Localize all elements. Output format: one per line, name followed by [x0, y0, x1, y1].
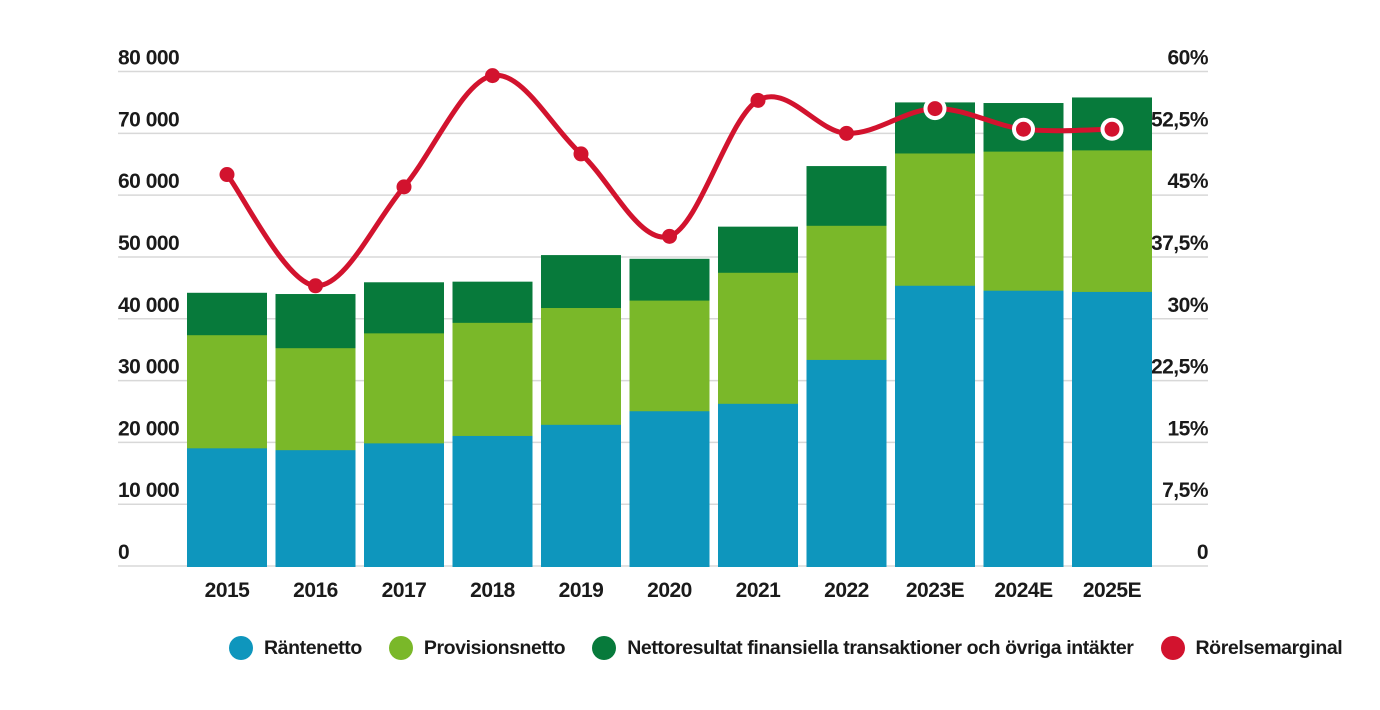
x-axis-label-2023E: 2023E [906, 579, 965, 602]
legend-label-rantenetto: Räntenetto [264, 636, 362, 659]
right-axis-tick-label: 60% [1167, 47, 1208, 70]
bar-segment-2-2017 [364, 282, 444, 334]
rorelsemarginal-point-2020 [662, 228, 677, 244]
bar-segment-1-2017 [364, 332, 444, 444]
rantenetto-dot-icon [229, 636, 253, 660]
rorelsemarginal-point-2025E [1104, 121, 1120, 137]
bar-segment-0-2022 [806, 358, 887, 567]
bar-segment-0-2018 [452, 434, 533, 567]
x-axis-label-2016: 2016 [293, 579, 338, 602]
right-axis-tick-label: 45% [1167, 170, 1208, 193]
left-axis-tick-label: 20 000 [118, 417, 179, 440]
bar-segment-2-2022 [806, 166, 887, 226]
rorelsemarginal-point-2024E [1016, 121, 1031, 137]
bar-segment-2-2021 [718, 226, 798, 273]
x-axis-label-2019: 2019 [559, 579, 604, 602]
x-axis-label-2021: 2021 [736, 579, 782, 602]
rorelsemarginal-point-2022 [839, 125, 854, 141]
bar-segment-0-2024E [983, 289, 1064, 567]
bar-segment-0-2021 [718, 402, 798, 567]
left-axis-tick-label: 10 000 [118, 479, 179, 502]
bar-segment-1-2019 [541, 307, 621, 425]
bar-segment-1-2021 [718, 271, 798, 404]
left-axis-tick-label: 50 000 [118, 232, 179, 255]
left-axis-tick-label: 30 000 [118, 356, 179, 379]
bar-segment-0-2016 [275, 449, 356, 567]
bar-segment-1-2020 [629, 299, 710, 412]
rorelsemarginal-point-2016 [308, 278, 323, 294]
bar-segment-0-2015 [187, 447, 267, 567]
bar-segment-2-2015 [187, 292, 267, 336]
legend-label-provisionsnetto: Provisionsnetto [423, 636, 566, 659]
bar-segment-1-2022 [806, 224, 887, 360]
left-axis-tick-label: 70 000 [118, 108, 179, 131]
legend-label-nettoresultat: Nettoresultat finansiella transaktioner … [627, 636, 1134, 659]
legend: Räntenetto Provisionsnetto Nettoresultat… [229, 634, 1343, 662]
x-axis-label-2017: 2017 [382, 579, 427, 602]
x-axis-label-2025E: 2025E [1083, 579, 1142, 602]
right-axis-tick-label: 52,5% [1151, 108, 1209, 131]
x-axis-label-2020: 2020 [647, 579, 692, 602]
left-axis-tick-label: 60 000 [118, 170, 179, 193]
legend-label-rorelsemarginal: Rörelsemarginal [1195, 636, 1343, 659]
x-axis-label-2024E: 2024E [994, 579, 1053, 602]
bar-segment-2-2016 [275, 294, 356, 349]
bar-segment-0-2017 [364, 442, 444, 567]
bar-segment-1-2023E [895, 152, 975, 286]
legend-item-nettoresultat: Nettoresultat finansiella transaktioner … [592, 636, 1134, 660]
bar-segment-0-2023E [895, 284, 975, 567]
legend-item-rantenetto: Räntenetto [229, 636, 362, 660]
left-axis-tick-label: 80 000 [118, 47, 179, 70]
bar-segment-0-2020 [629, 410, 710, 567]
bar-segment-0-2019 [541, 423, 621, 567]
legend-item-provisionsnetto: Provisionsnetto [388, 636, 566, 660]
right-axis-tick-label: 15% [1167, 417, 1208, 440]
left-axis-tick-label: 0 [118, 541, 129, 564]
rorelsemarginal-line [225, 72, 1113, 289]
nettoresultat-dot-icon [592, 636, 617, 660]
x-axis-label-2022: 2022 [824, 579, 869, 602]
right-axis-tick-label: 22,5% [1151, 356, 1209, 379]
rorelsemarginal-point-2019 [573, 146, 589, 162]
x-axis-label-2018: 2018 [470, 579, 516, 602]
right-axis-tick-label: 0 [1197, 541, 1208, 564]
provisionsnetto-dot-icon [388, 636, 413, 660]
bar-segment-0-2025E [1072, 290, 1152, 567]
bar-segment-1-2024E [983, 150, 1064, 291]
rorelsemarginal-point-2017 [396, 179, 412, 195]
rorelsemarginal-point-2023E [927, 101, 943, 117]
bar-segment-2-2019 [541, 255, 621, 309]
left-axis-tick-label: 40 000 [118, 294, 179, 317]
bar-segment-1-2025E [1072, 149, 1152, 292]
rorelsemarginal-point-2018 [485, 68, 500, 84]
x-axis-label-2015: 2015 [205, 579, 251, 602]
rorelsemarginal-point-2015 [219, 167, 235, 183]
bar-segment-1-2018 [452, 321, 533, 436]
bar-segment-1-2015 [187, 334, 267, 449]
rorelsemarginal-point-2021 [750, 92, 766, 108]
right-axis-tick-label: 7,5% [1162, 479, 1209, 502]
right-axis-tick-label: 30% [1167, 294, 1208, 317]
right-axis-tick-label: 37,5% [1151, 232, 1209, 255]
bar-segment-2-2020 [629, 258, 710, 301]
legend-item-rorelsemarginal: Rörelsemarginal [1160, 636, 1343, 660]
bar-segment-2-2018 [452, 281, 533, 323]
rorelsemarginal-dot-icon [1160, 636, 1185, 660]
bar-segment-1-2016 [275, 347, 356, 451]
